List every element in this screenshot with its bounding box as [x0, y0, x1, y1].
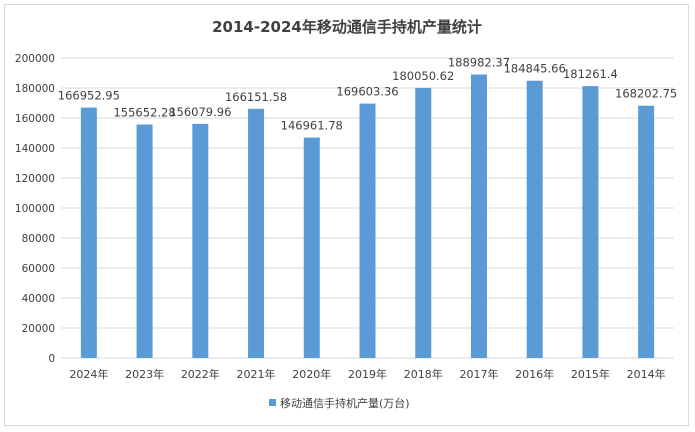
- bar: [136, 124, 153, 359]
- x-tick-label: 2015年: [571, 367, 610, 381]
- bar: [359, 103, 376, 358]
- x-tick-label: 2022年: [181, 367, 220, 381]
- bar: [303, 137, 320, 358]
- y-tick-label: 140000: [15, 143, 55, 155]
- bar: [80, 107, 97, 358]
- bar: [526, 80, 543, 358]
- x-tick-label: 2023年: [125, 367, 164, 381]
- bar: [415, 87, 432, 358]
- bar: [470, 74, 487, 359]
- bar: [248, 108, 265, 358]
- y-tick-label: 200000: [15, 53, 55, 65]
- bar: [582, 86, 599, 358]
- y-tick-label: 120000: [15, 173, 55, 185]
- chart-frame: [4, 4, 689, 426]
- data-label: 188982.37: [448, 56, 510, 70]
- y-tick-label: 160000: [15, 113, 55, 125]
- y-tick-label: 40000: [22, 293, 55, 305]
- data-label: 156079.96: [169, 105, 231, 119]
- y-tick-label: 80000: [22, 233, 55, 245]
- data-label: 168202.75: [615, 87, 677, 101]
- y-tick-label: 20000: [22, 323, 55, 335]
- data-label: 166952.95: [58, 89, 120, 103]
- x-tick-label: 2021年: [237, 367, 276, 381]
- data-label: 166151.58: [225, 90, 287, 104]
- data-label: 181261.4: [563, 67, 618, 81]
- x-tick-label: 2016年: [515, 367, 554, 381]
- x-tick-label: 2024年: [69, 367, 108, 381]
- chart-title: 2014-2024年移动通信手持机产量统计: [212, 18, 482, 36]
- data-label: 180050.62: [392, 69, 454, 83]
- data-label: 146961.78: [281, 119, 343, 133]
- y-tick-label: 100000: [15, 203, 55, 215]
- data-label: 155652.28: [113, 106, 175, 120]
- x-tick-label: 2018年: [404, 367, 443, 381]
- legend: 移动通信手持机产量(万台): [269, 396, 410, 410]
- y-tick-label: 180000: [15, 83, 55, 95]
- y-tick-label: 60000: [22, 263, 55, 275]
- x-tick-label: 2020年: [292, 367, 331, 381]
- bar: [192, 123, 209, 358]
- legend-swatch: [269, 399, 276, 406]
- bar: [638, 105, 655, 358]
- legend-label: 移动通信手持机产量(万台): [280, 396, 410, 410]
- data-label: 169603.36: [336, 85, 398, 99]
- x-tick-label: 2014年: [627, 367, 666, 381]
- y-tick-label: 0: [48, 353, 55, 365]
- data-label: 184845.66: [504, 62, 566, 76]
- x-tick-label: 2017年: [459, 367, 498, 381]
- x-tick-label: 2019年: [348, 367, 387, 381]
